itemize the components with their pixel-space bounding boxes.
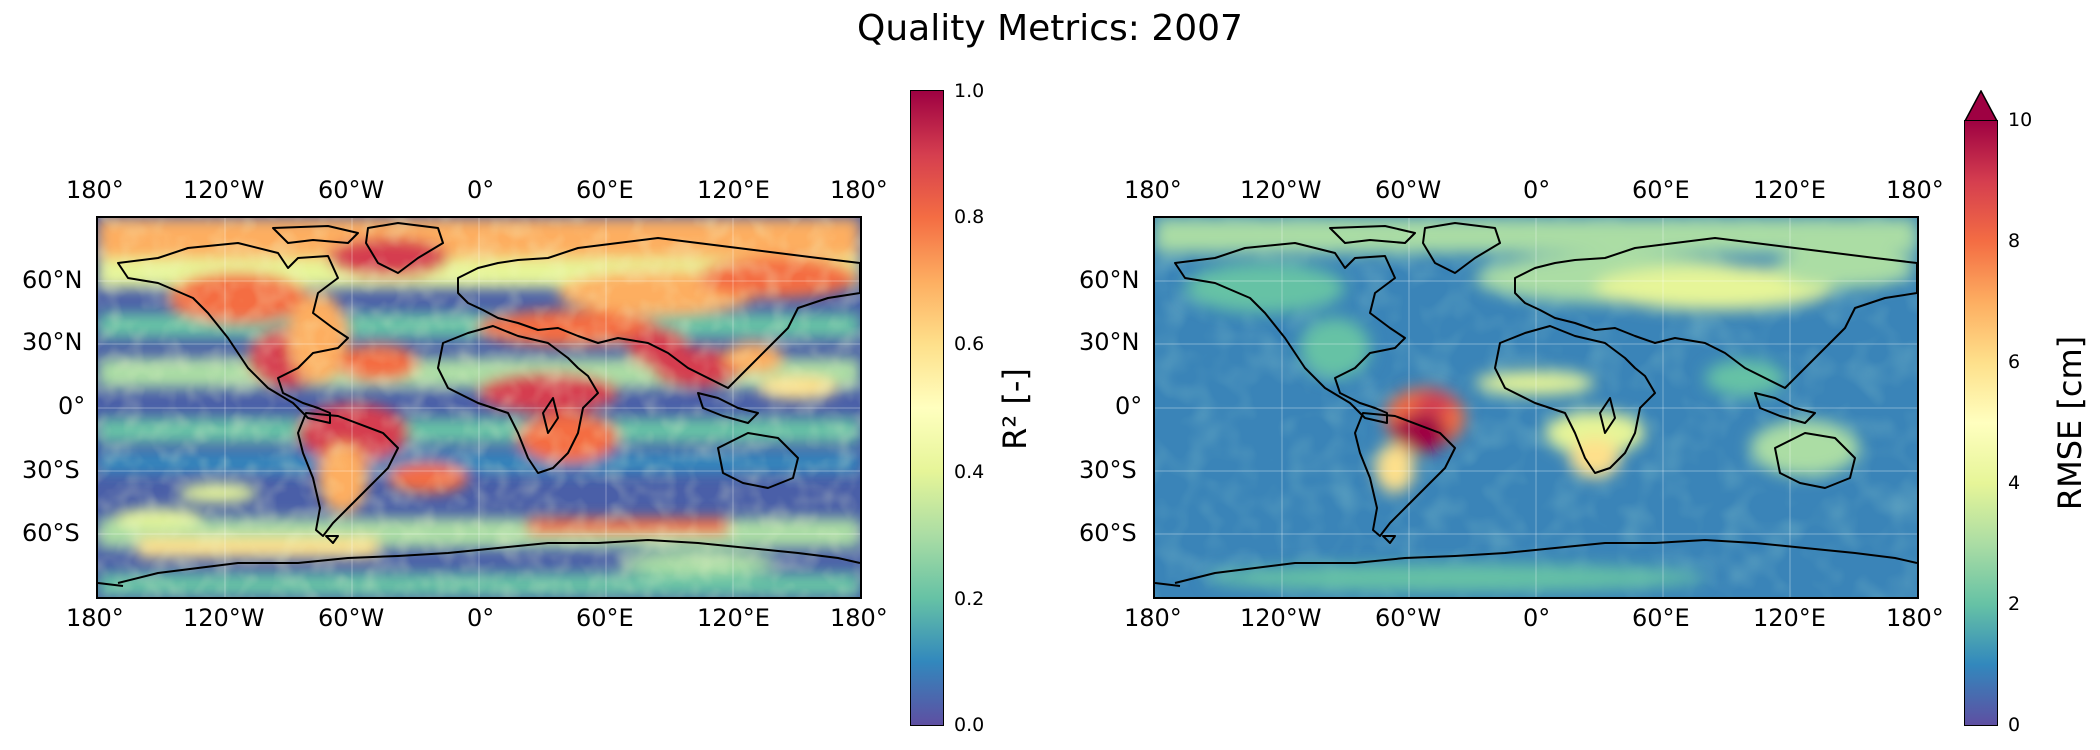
rmse-colorbar-tick: 6 bbox=[2008, 351, 2021, 373]
r2-bottom-lon-tick: 0° bbox=[467, 604, 495, 632]
rmse-bottom-lon-tick: 60°E bbox=[1632, 604, 1690, 632]
rmse-map-svg bbox=[1155, 218, 1917, 597]
r2-colorbar-tick: 1.0 bbox=[954, 80, 985, 102]
rmse-coastlines bbox=[1155, 222, 1917, 587]
rmse-top-lon-tick: 180° bbox=[1124, 176, 1182, 204]
r2-top-lon-tick: 60°W bbox=[318, 176, 385, 204]
rmse-lat-tick: 60°N bbox=[1079, 266, 1140, 294]
r2-colorbar-label: R² [-] bbox=[996, 368, 1034, 450]
r2-colorbar-tick: 0.0 bbox=[954, 714, 985, 736]
r2-lat-tick: 0° bbox=[58, 392, 86, 420]
r2-colorbar-tick: 0.4 bbox=[954, 461, 985, 483]
r2-colorbar-tick: 0.8 bbox=[954, 206, 985, 228]
rmse-bottom-lon-tick: 120°E bbox=[1753, 604, 1826, 632]
rmse-colorbar-tick: 8 bbox=[2008, 230, 2021, 252]
r2-colorbar-tick: 0.2 bbox=[954, 588, 985, 610]
r2-top-lon-tick: 0° bbox=[467, 176, 495, 204]
rmse-top-lon-tick: 180° bbox=[1886, 176, 1944, 204]
rmse-lat-tick: 60°S bbox=[1079, 519, 1137, 547]
r2-top-lon-tick: 120°W bbox=[183, 176, 265, 204]
rmse-lat-tick: 0° bbox=[1115, 392, 1143, 420]
rmse-bottom-lon-tick: 180° bbox=[1124, 604, 1182, 632]
rmse-top-lon-tick: 60°E bbox=[1632, 176, 1690, 204]
r2-colorbar-tick: 0.6 bbox=[954, 333, 985, 355]
rmse-bottom-lon-tick: 180° bbox=[1886, 604, 1944, 632]
rmse-bottom-lon-tick: 60°W bbox=[1375, 604, 1442, 632]
r2-bottom-lon-tick: 120°W bbox=[183, 604, 265, 632]
rmse-top-lon-tick: 120°E bbox=[1753, 176, 1826, 204]
rmse-lat-tick: 30°S bbox=[1079, 456, 1137, 484]
figure-title: Quality Metrics: 2007 bbox=[857, 8, 1243, 49]
rmse-colorbar bbox=[1964, 120, 1998, 726]
r2-bottom-lon-tick: 60°W bbox=[318, 604, 385, 632]
rmse-colorbar-extend-arrow bbox=[1964, 90, 1998, 122]
rmse-colorbar-tick: 0 bbox=[2008, 714, 2021, 736]
r2-top-lon-tick: 60°E bbox=[576, 176, 634, 204]
r2-bottom-lon-tick: 120°E bbox=[697, 604, 770, 632]
r2-lat-tick: 60°S bbox=[22, 519, 80, 547]
r2-lat-tick: 30°S bbox=[22, 456, 80, 484]
rmse-map bbox=[1153, 216, 1919, 599]
rmse-colorbar-tick: 4 bbox=[2008, 472, 2021, 494]
r2-bottom-lon-tick: 180° bbox=[66, 604, 124, 632]
rmse-colorbar-tick: 2 bbox=[2008, 593, 2021, 615]
r2-colorbar bbox=[910, 90, 944, 726]
r2-bottom-lon-tick: 180° bbox=[830, 604, 888, 632]
r2-coastlines bbox=[98, 222, 860, 587]
r2-map-svg bbox=[98, 218, 860, 597]
rmse-colorbar-label: RMSE [cm] bbox=[2051, 335, 2089, 511]
rmse-lat-tick: 30°N bbox=[1079, 328, 1140, 356]
r2-top-lon-tick: 180° bbox=[66, 176, 124, 204]
rmse-top-lon-tick: 120°W bbox=[1240, 176, 1322, 204]
rmse-bottom-lon-tick: 0° bbox=[1523, 604, 1551, 632]
r2-lat-tick: 60°N bbox=[22, 266, 83, 294]
r2-lat-tick: 30°N bbox=[22, 328, 83, 356]
r2-bottom-lon-tick: 60°E bbox=[576, 604, 634, 632]
rmse-top-lon-tick: 0° bbox=[1523, 176, 1551, 204]
r2-map bbox=[96, 216, 862, 599]
rmse-top-lon-tick: 60°W bbox=[1375, 176, 1442, 204]
r2-top-lon-tick: 180° bbox=[830, 176, 888, 204]
rmse-colorbar-tick: 10 bbox=[2008, 109, 2033, 131]
rmse-bottom-lon-tick: 120°W bbox=[1240, 604, 1322, 632]
r2-top-lon-tick: 120°E bbox=[697, 176, 770, 204]
